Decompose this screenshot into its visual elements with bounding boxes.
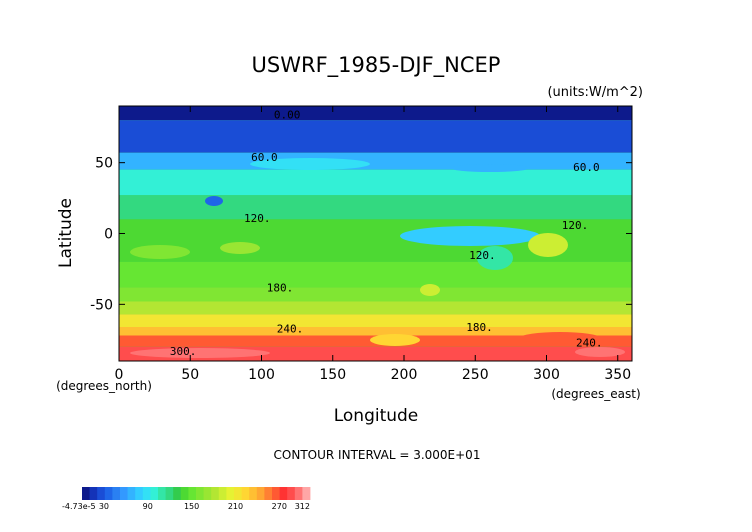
latitude-band bbox=[119, 261, 632, 288]
contour-labels: 0.00 60.0 60.0 120. 120. 120. 180. 180. 240. 240.… bbox=[170, 109, 603, 359]
colorbar-swatch bbox=[82, 487, 90, 500]
latitude-band bbox=[119, 106, 632, 121]
contour-blob bbox=[130, 245, 190, 259]
colorbar-label: 90 bbox=[143, 502, 153, 511]
contour-blob bbox=[420, 284, 440, 296]
contour-label: 60.0 bbox=[251, 151, 278, 164]
contour-label: 180. bbox=[267, 281, 294, 294]
colorbar-swatch bbox=[203, 487, 212, 500]
x-tick-label: 200 bbox=[391, 367, 418, 383]
colorbar-swatch bbox=[120, 487, 128, 500]
colorbar-swatch bbox=[256, 487, 265, 500]
latitude-band bbox=[119, 327, 632, 336]
colorbar-swatch bbox=[173, 487, 182, 500]
x-tick-label: 250 bbox=[462, 367, 489, 383]
x-tick-label: 50 bbox=[181, 367, 199, 383]
colorbar-labels: -4.73e-5 30 90 150 210 270 312 bbox=[62, 502, 310, 511]
colorbar-swatch bbox=[211, 487, 220, 500]
contour-interval-text: CONTOUR INTERVAL = 3.000E+01 bbox=[274, 448, 481, 462]
contour-label: 300. bbox=[170, 345, 197, 358]
contour-label: 0.00 bbox=[274, 109, 301, 122]
contour-label: 120. bbox=[562, 219, 589, 232]
colorbar-swatch bbox=[279, 487, 288, 500]
colorbar-swatch bbox=[272, 487, 280, 500]
colorbar-label: 210 bbox=[228, 502, 243, 511]
colorbar-swatch bbox=[127, 487, 136, 500]
y-tick-label: 0 bbox=[104, 227, 113, 243]
contour-label: 240. bbox=[277, 322, 304, 335]
x-axis-ticks: 0 50 100 150 200 250 300 350 bbox=[115, 106, 631, 383]
contour-blob bbox=[477, 246, 513, 270]
plot-area: 0.00 60.0 60.0 120. 120. 120. 180. 180. 240. 240.… bbox=[118, 105, 633, 362]
y-axis-label: Latitude bbox=[56, 198, 76, 268]
colorbar-swatch bbox=[135, 487, 144, 500]
colorbar-swatch bbox=[188, 487, 197, 500]
x-axis-label: Longitude bbox=[334, 406, 419, 426]
colorbar-swatch bbox=[241, 487, 250, 500]
x-unit-label: (degrees_east) bbox=[551, 387, 640, 401]
contour-blob bbox=[220, 242, 260, 254]
y-tick-label: -50 bbox=[90, 297, 113, 313]
contour-blobs bbox=[130, 158, 625, 358]
x-tick-label: 350 bbox=[604, 367, 631, 383]
colorbar-swatch bbox=[234, 487, 242, 500]
colorbar-swatch bbox=[218, 487, 227, 500]
latitude-band bbox=[119, 120, 632, 153]
x-tick-label: 150 bbox=[319, 367, 346, 383]
colorbar-label: -4.73e-5 bbox=[62, 502, 96, 511]
contour-label: 60.0 bbox=[573, 161, 600, 174]
contour-blob bbox=[528, 233, 568, 257]
colorbar-swatch bbox=[302, 487, 311, 500]
colorbar-label: 30 bbox=[99, 502, 109, 511]
y-tick-label: 50 bbox=[95, 156, 113, 172]
contour-blob bbox=[205, 196, 223, 206]
colorbar-label: 270 bbox=[272, 502, 287, 511]
colorbar-swatch bbox=[150, 487, 159, 500]
colorbar-swatch bbox=[165, 487, 174, 500]
colorbar-swatch bbox=[158, 487, 166, 500]
colorbar-swatch bbox=[287, 487, 296, 500]
units-label: (units:W/m^2) bbox=[547, 85, 643, 100]
x-tick-label: 0 bbox=[115, 367, 124, 383]
latitude-band bbox=[119, 169, 632, 196]
colorbar-swatch bbox=[264, 487, 273, 500]
colorbar-swatch bbox=[294, 487, 303, 500]
chart-title: USWRF_1985-DJF_NCEP bbox=[252, 53, 501, 78]
colorbar bbox=[82, 487, 311, 500]
colorbar-label: 312 bbox=[295, 502, 310, 511]
contour-label: 120. bbox=[244, 212, 271, 225]
latitude-band bbox=[119, 314, 632, 327]
colorbar-swatch bbox=[142, 487, 151, 500]
x-tick-label: 300 bbox=[533, 367, 560, 383]
contour-blob bbox=[130, 348, 270, 358]
colorbar-swatch bbox=[89, 487, 98, 500]
contour-blob bbox=[450, 164, 530, 172]
colorbar-swatch bbox=[226, 487, 235, 500]
contour-label: 180. bbox=[466, 321, 493, 334]
contour-blob bbox=[400, 226, 540, 246]
latitude-band bbox=[119, 152, 632, 170]
y-axis-ticks: -50 0 50 bbox=[90, 156, 632, 313]
colorbar-swatch bbox=[249, 487, 258, 500]
colorbar-swatch bbox=[180, 487, 189, 500]
colorbar-swatch bbox=[196, 487, 204, 500]
contour-blob bbox=[370, 334, 420, 346]
colorbar-label: 150 bbox=[184, 502, 199, 511]
latitude-band bbox=[119, 301, 632, 315]
latitude-band bbox=[119, 287, 632, 302]
latitude-band bbox=[119, 195, 632, 220]
contour-blob bbox=[520, 332, 600, 344]
contour-label: 120. bbox=[469, 249, 496, 262]
contour-blob bbox=[575, 347, 625, 357]
colorbar-swatch bbox=[97, 487, 106, 500]
contour-label: 240. bbox=[576, 337, 603, 350]
colorbar-swatch bbox=[104, 487, 113, 500]
latitude-bands bbox=[119, 106, 632, 361]
colorbar-swatch bbox=[112, 487, 121, 500]
y-unit-label: (degrees_north) bbox=[56, 379, 152, 393]
contour-blob bbox=[250, 158, 370, 170]
x-tick-label: 100 bbox=[248, 367, 275, 383]
